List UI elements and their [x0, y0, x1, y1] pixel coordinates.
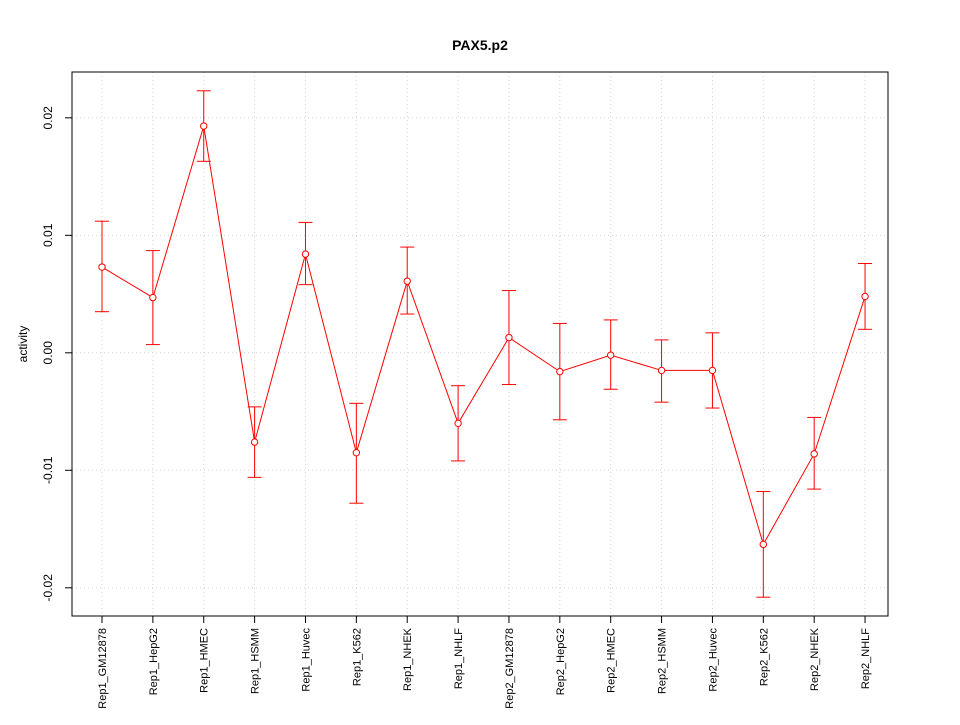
y-tick-label: 0.00	[41, 341, 55, 365]
x-tick-label: Rep2_K562	[758, 628, 770, 686]
x-tick-label: Rep1_HepG2	[148, 628, 160, 695]
x-tick-label: Rep1_HSMM	[250, 628, 262, 694]
data-point	[607, 351, 615, 359]
data-point	[556, 367, 564, 376]
data-point	[301, 250, 310, 258]
x-tick-label: Rep2_NHLF	[860, 628, 872, 689]
axis-layer: -0.02 -0.01 0.00 0.01 0.02 Rep1_GM12878 Rep1_H…	[41, 106, 872, 709]
data-point	[454, 419, 462, 428]
series-line	[101, 125, 866, 546]
y-tick-label: -0.02	[41, 574, 55, 602]
y-tick-label: 0.02	[41, 106, 55, 130]
series-layer	[95, 90, 873, 598]
data-point	[759, 540, 768, 549]
data-point	[708, 366, 717, 375]
plot-frame	[71, 71, 889, 617]
x-tick-label: Rep2_NHEK	[809, 627, 821, 691]
data-point	[250, 438, 259, 446]
x-tick-label: Rep1_HMEC	[199, 628, 211, 693]
x-tick-label: Rep1_NHLF	[453, 628, 465, 689]
x-tick-label: Rep1_NHEK	[402, 627, 414, 691]
data-point	[403, 277, 411, 285]
x-tick-label: Rep1_K562	[351, 628, 363, 686]
x-tick-label: Rep2_HSMM	[657, 628, 669, 694]
x-tick-label: Rep2_GM12878	[504, 628, 516, 709]
x-tick-label: Rep2_HepG2	[555, 628, 567, 695]
data-point	[810, 450, 818, 458]
data-point	[861, 292, 869, 301]
chart-title: PAX5.p2	[452, 37, 508, 53]
data-point	[352, 448, 361, 457]
y-axis-label: activity	[16, 326, 30, 363]
x-tick-label: Rep1_Huvec	[300, 628, 312, 692]
y-tick-label: 0.01	[41, 223, 55, 247]
x-tick-label: Rep1_GM12878	[97, 628, 109, 709]
grid-layer	[72, 72, 888, 616]
data-point	[98, 263, 106, 271]
data-point	[149, 293, 157, 302]
y-tick-label: -0.01	[41, 456, 55, 484]
data-point	[505, 333, 513, 342]
data-point	[657, 366, 666, 375]
x-tick-label: Rep2_Huvec	[707, 628, 719, 692]
x-tick-label: Rep2_HMEC	[606, 628, 618, 693]
data-point	[200, 122, 208, 130]
